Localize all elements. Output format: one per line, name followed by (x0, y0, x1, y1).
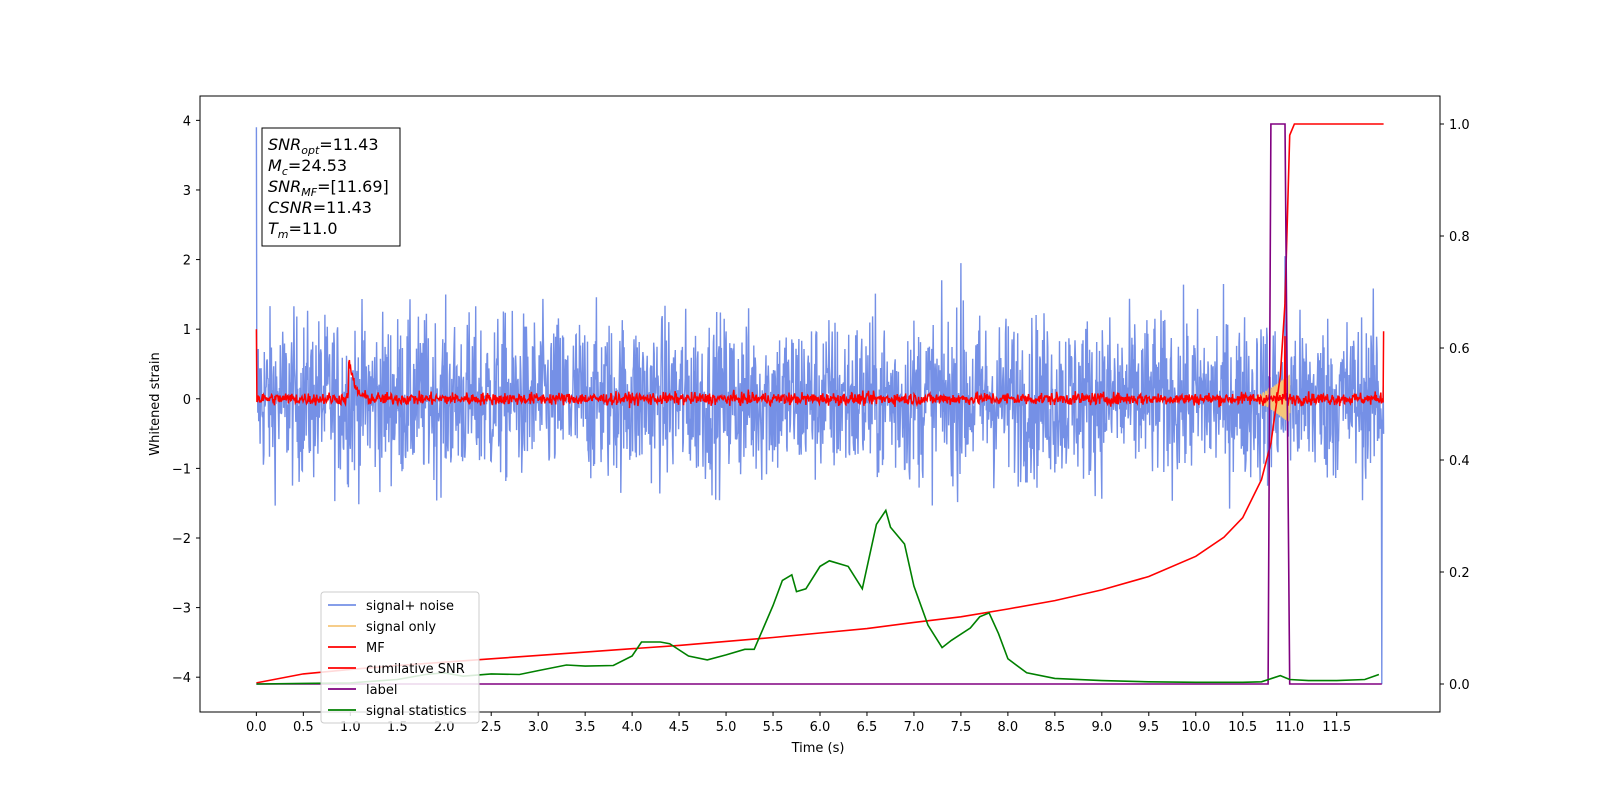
y2-tick-label: 0.6 (1449, 342, 1470, 357)
stats-annotation-line: Mc=24.53 (268, 156, 347, 178)
x-tick-label: 1.5 (387, 720, 408, 735)
x-tick-label: 10.0 (1181, 720, 1210, 735)
x-tick-label: 6.5 (857, 720, 878, 735)
series-label-line (256, 123, 1382, 685)
y2-tick-label: 0.0 (1449, 678, 1470, 693)
stats-annotation-line: SNRMF=[11.69] (268, 177, 389, 199)
x-tick-label: 9.5 (1138, 720, 1159, 735)
x-tick-label: 7.5 (951, 720, 972, 735)
legend-label: label (366, 683, 397, 698)
stats-annotation-frame (261, 127, 401, 247)
x-tick-label: 4.5 (669, 720, 690, 735)
y-tick-label: −1 (172, 462, 191, 477)
x-tick-label: 1.0 (340, 720, 361, 735)
stats-annotation-line: CSNR=11.43 (268, 198, 372, 217)
x-tick-label: 6.0 (810, 720, 831, 735)
x-axis-label: Time (s) (791, 741, 845, 756)
x-tick-label: 5.0 (716, 720, 737, 735)
plot-area (255, 123, 1385, 685)
x-tick-label: 8.0 (998, 720, 1019, 735)
legend-label: cumilative SNR (366, 662, 465, 677)
legend-label: signal only (366, 620, 436, 635)
x-tick-label: 4.0 (622, 720, 643, 735)
y2-tick-label: 0.4 (1449, 454, 1470, 469)
y-axis-left: −4 −3 −2 −1 0 1 2 3 4 (172, 114, 200, 686)
y2-tick-label: 1.0 (1449, 118, 1470, 133)
y-tick-label: −4 (172, 671, 191, 686)
legend: signal+ noise signal only MF cumilative SNR… (320, 591, 480, 724)
x-tick-label: 11.0 (1275, 720, 1304, 735)
stats-annotation-line: Tm=11.0 (268, 219, 338, 241)
x-tick-label: 11.5 (1322, 720, 1351, 735)
y-tick-label: −3 (172, 602, 191, 617)
x-tick-label: 3.0 (528, 720, 549, 735)
x-axis: 0.0 0.5 1.0 1.5 2.0 2.5 3.0 3.5 4.0 4.5 5.0 5.5 6.0 6… (246, 712, 1351, 735)
y-tick-label: 3 (183, 184, 191, 199)
x-tick-label: 7.0 (904, 720, 925, 735)
legend-label: signal statistics (366, 704, 467, 719)
x-tick-label: 0.5 (293, 720, 314, 735)
y-tick-label: 2 (183, 254, 191, 269)
x-tick-label: 2.0 (434, 720, 455, 735)
x-tick-label: 5.5 (763, 720, 784, 735)
stats-annotation-box: SNRopt=11.43Mc=24.53SNRMF=[11.69]CSNR=11… (261, 127, 401, 247)
series-signal-statistics-line (256, 508, 1380, 685)
x-tick-label: 2.5 (481, 720, 502, 735)
y-axis-label: Whitened strain (148, 352, 163, 455)
x-tick-label: 10.5 (1228, 720, 1257, 735)
y-tick-label: −2 (172, 532, 191, 547)
y-tick-label: 0 (183, 393, 191, 408)
y2-tick-label: 0.8 (1449, 230, 1470, 245)
legend-label: signal+ noise (366, 599, 454, 614)
y-tick-label: 1 (183, 323, 191, 338)
x-tick-label: 8.5 (1045, 720, 1066, 735)
y2-tick-label: 0.2 (1449, 566, 1470, 581)
series-mf-line (255, 329, 1385, 409)
y-tick-label: 4 (183, 114, 191, 129)
y-axis-right: 0.0 0.2 0.4 0.6 0.8 1.0 (1440, 118, 1470, 693)
x-tick-label: 9.0 (1091, 720, 1112, 735)
x-tick-label: 0.0 (246, 720, 267, 735)
legend-label: MF (366, 641, 385, 656)
series-cumilative-snr-line (256, 123, 1384, 684)
stats-annotation-line: SNRopt=11.43 (268, 135, 379, 157)
x-tick-label: 3.5 (575, 720, 596, 735)
legend-frame (320, 591, 480, 724)
